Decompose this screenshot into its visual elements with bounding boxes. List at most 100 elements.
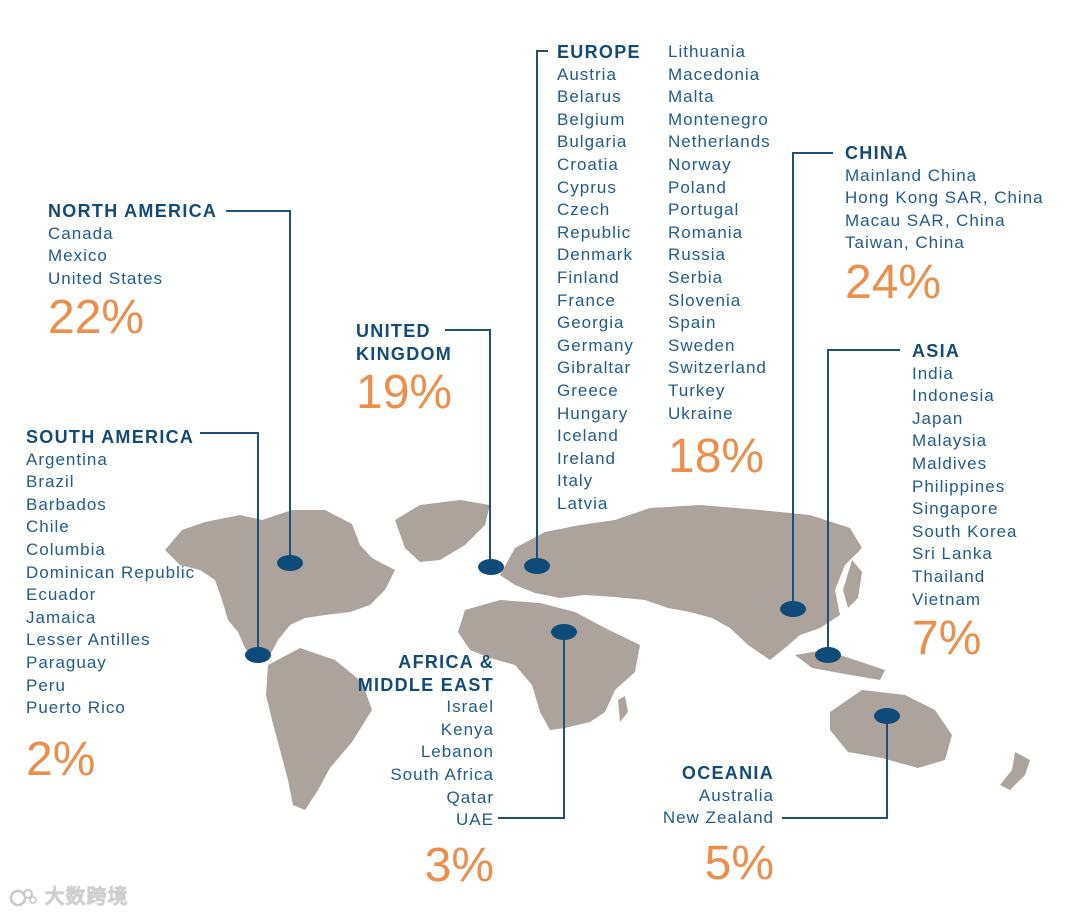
country-item: South Africa [390,764,494,784]
region-china: CHINA Mainland China Hong Kong SAR, Chin… [845,142,1044,311]
leader-europe [536,50,548,566]
country-item: Mexico [48,246,108,266]
marker-china [780,601,806,617]
country-list-col2: Lithuania Macedonia Malta Montenegro Net… [668,41,771,425]
region-north-america: NORTH AMERICA Canada Mexico United State… [48,200,217,346]
landmass-africa [458,600,640,730]
region-percent: 18% [668,430,765,484]
country-item: Jamaica [26,607,97,627]
country-item: Hungary [557,403,629,423]
leader-lines [200,50,900,819]
country-item: Bulgaria [557,132,628,152]
landmass-japan [843,560,862,608]
country-item: Malaysia [912,431,988,451]
landmass-australia [830,690,952,768]
country-item: Peru [26,675,66,695]
country-item: Brazil [26,472,75,492]
country-item: Japan [912,408,964,428]
country-list: Australia New Zealand [663,785,774,830]
country-item: Cyprus [557,177,617,197]
region-percent: 24% [845,255,942,309]
region-title-line2: KINGDOM [356,343,453,364]
leader-africa [498,632,565,819]
country-list: India Indonesia Japan Malaysia Maldives … [912,363,1018,612]
marker-oceania [874,708,900,724]
region-percent: 19% [356,366,453,420]
country-item: Switzerland [668,358,767,378]
country-item: Finland [557,267,620,287]
region-title: CHINA [845,143,909,163]
region-title: EUROPE [557,42,641,62]
marker-asia [815,647,841,663]
watermark: 大数跨境 [8,880,129,910]
country-item: Kenya [440,719,494,739]
country-item: Macedonia [668,64,761,84]
country-item: Sri Lanka [912,544,993,564]
country-item: Taiwan, China [845,233,965,253]
country-item: Malta [668,87,715,107]
country-list: Canada Mexico United States [48,223,217,291]
marker-united-kingdom [478,559,504,575]
region-title-line1: AFRICA & [398,652,494,672]
country-item: Croatia [557,154,619,174]
region-title-line2: MIDDLE EAST [357,674,494,695]
country-item: Lithuania [668,42,747,61]
country-item: Netherlands [668,132,771,152]
landmass-new-zealand [1000,752,1030,790]
country-item: Republic [557,222,632,242]
marker-north-america [277,555,303,571]
country-item: Israel [446,697,494,717]
region-europe-col2: Lithuania Macedonia Malta Montenegro Net… [668,41,771,485]
country-item: Serbia [668,267,724,287]
country-item: Montenegro [668,109,769,129]
region-percent: 22% [48,291,145,345]
leader-oceania [782,716,888,819]
markers [245,555,900,724]
region-percent: 5% [704,836,774,890]
country-item: Belgium [557,109,626,129]
watermark-text: 大数跨境 [44,886,129,908]
country-item: Indonesia [912,386,995,406]
country-item: Philippines [912,476,1006,496]
region-title: NORTH AMERICA [48,201,218,221]
country-item: Singapore [912,499,999,519]
country-item: Canada [48,223,114,243]
marker-south-america [245,647,271,663]
country-list-col1: Austria Belarus Belgium Bulgaria Croatia… [557,64,641,516]
region-title-line1: UNITED [356,321,431,341]
country-item: Latvia [557,493,609,513]
country-item: Australia [698,785,774,805]
continents [165,500,1030,810]
country-list: Mainland China Hong Kong SAR, China Maca… [845,165,1044,255]
country-item: Austria [557,64,617,84]
country-list: Israel Kenya Lebanon South Africa Qatar … [358,696,494,832]
landmass-north-america [165,510,395,660]
country-item: Ireland [557,448,616,468]
country-item: Paraguay [26,652,107,672]
country-item: Barbados [26,494,107,514]
country-item: India [912,363,954,383]
country-item: Puerto Rico [26,698,126,718]
landmass-eurasia [500,505,862,660]
country-item: South Korea [912,521,1018,541]
country-item: United States [48,268,164,288]
country-item: Turkey [668,380,726,400]
country-item: Hong Kong SAR, China [845,188,1044,208]
country-item: New Zealand [662,808,774,828]
country-item: Mainland China [845,165,978,185]
leader-south-america [200,432,259,654]
country-item: Belarus [557,87,622,107]
country-item: Germany [557,335,634,355]
country-item: Ukraine [668,403,734,423]
watermark-logo-icon [9,888,37,906]
country-item: Argentina [26,449,108,469]
region-africa-middle-east: AFRICA & MIDDLE EAST Israel Kenya Lebano… [358,651,494,894]
country-item: Norway [668,154,732,174]
region-percent: 7% [912,612,982,666]
country-item: Slovenia [668,290,742,310]
country-item: Russia [668,245,726,265]
region-percent: 2% [26,732,96,786]
region-percent: 3% [424,838,494,892]
country-item: Sweden [668,335,736,355]
